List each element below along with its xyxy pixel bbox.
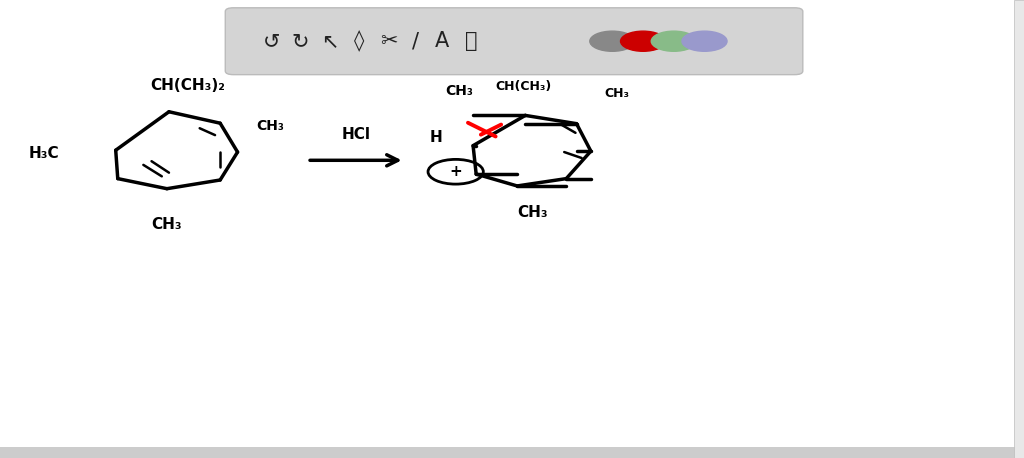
Text: H₃C: H₃C [29,146,59,161]
Text: ↺: ↺ [262,31,281,51]
Circle shape [651,31,696,51]
Text: CH₃: CH₃ [256,119,284,133]
Circle shape [682,31,727,51]
Text: ◊: ◊ [354,30,365,52]
Text: A: A [435,31,450,51]
Text: CH₃: CH₃ [444,84,473,98]
Bar [1014,0,1024,458]
Circle shape [621,31,666,51]
Bar [0,447,1024,458]
Text: CH(CH₃)₂: CH(CH₃)₂ [150,78,225,93]
Circle shape [590,31,635,51]
Text: ✂: ✂ [380,31,398,51]
Text: /: / [413,31,419,51]
Text: CH₃: CH₃ [152,217,182,232]
Text: ↖: ↖ [321,31,339,51]
Text: CH₃: CH₃ [604,87,629,100]
Text: CH(CH₃): CH(CH₃) [496,80,551,93]
Text: ↻: ↻ [291,31,309,51]
Text: HCl: HCl [342,127,371,142]
Text: +: + [450,164,462,179]
Text: ⎙: ⎙ [465,31,477,51]
Text: H: H [430,130,442,145]
FancyBboxPatch shape [225,8,803,75]
Text: CH₃: CH₃ [517,205,548,220]
